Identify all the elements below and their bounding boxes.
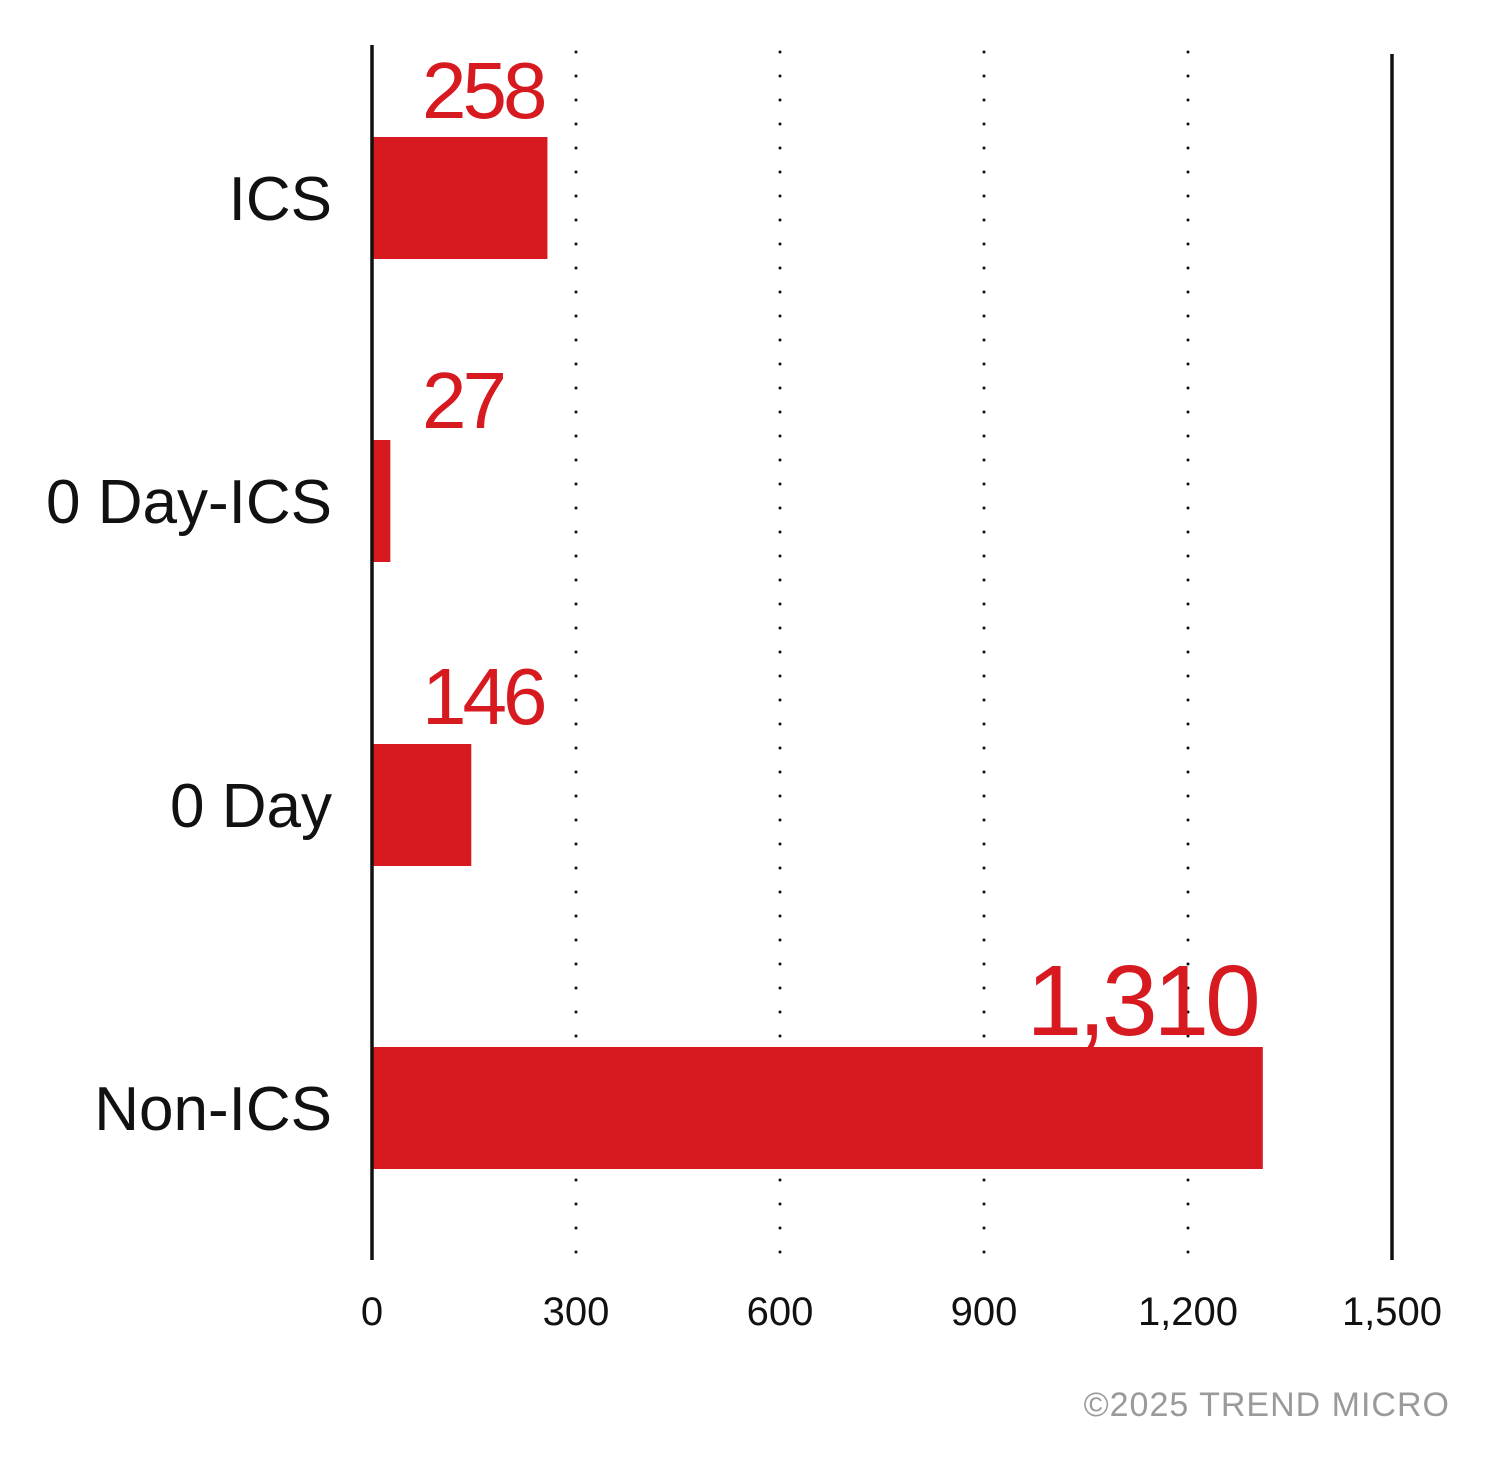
- bar-ics: [372, 137, 548, 259]
- x-tick-label: 600: [747, 1290, 814, 1334]
- category-label: 0 Day: [170, 772, 332, 841]
- x-tick-label: 1,500: [1342, 1290, 1442, 1334]
- value-label: 27: [422, 356, 503, 445]
- bar-0-day-ics: [372, 440, 391, 562]
- value-label: 146: [422, 652, 544, 741]
- bars: [372, 137, 1263, 1169]
- category-label: 0 Day-ICS: [46, 468, 332, 537]
- x-tick-label: 300: [543, 1290, 610, 1334]
- bar-non-ics: [372, 1047, 1263, 1169]
- axes: [370, 45, 1394, 1260]
- copyright-text: ©2025 TREND MICRO: [1083, 1386, 1450, 1424]
- bar-0-day: [372, 744, 472, 866]
- category-label: Non-ICS: [94, 1075, 332, 1144]
- x-tick-label: 0: [361, 1290, 383, 1334]
- value-label: 1,310: [1027, 945, 1258, 1057]
- value-label: 258: [422, 46, 545, 135]
- labels: ICS 0 Day-ICS 0 Day Non-ICS 258 27 146 1,310 0 30…: [46, 46, 1442, 1334]
- x-tick-label: 900: [951, 1290, 1018, 1334]
- x-tick-label: 1,200: [1138, 1290, 1238, 1334]
- category-label: ICS: [229, 165, 332, 234]
